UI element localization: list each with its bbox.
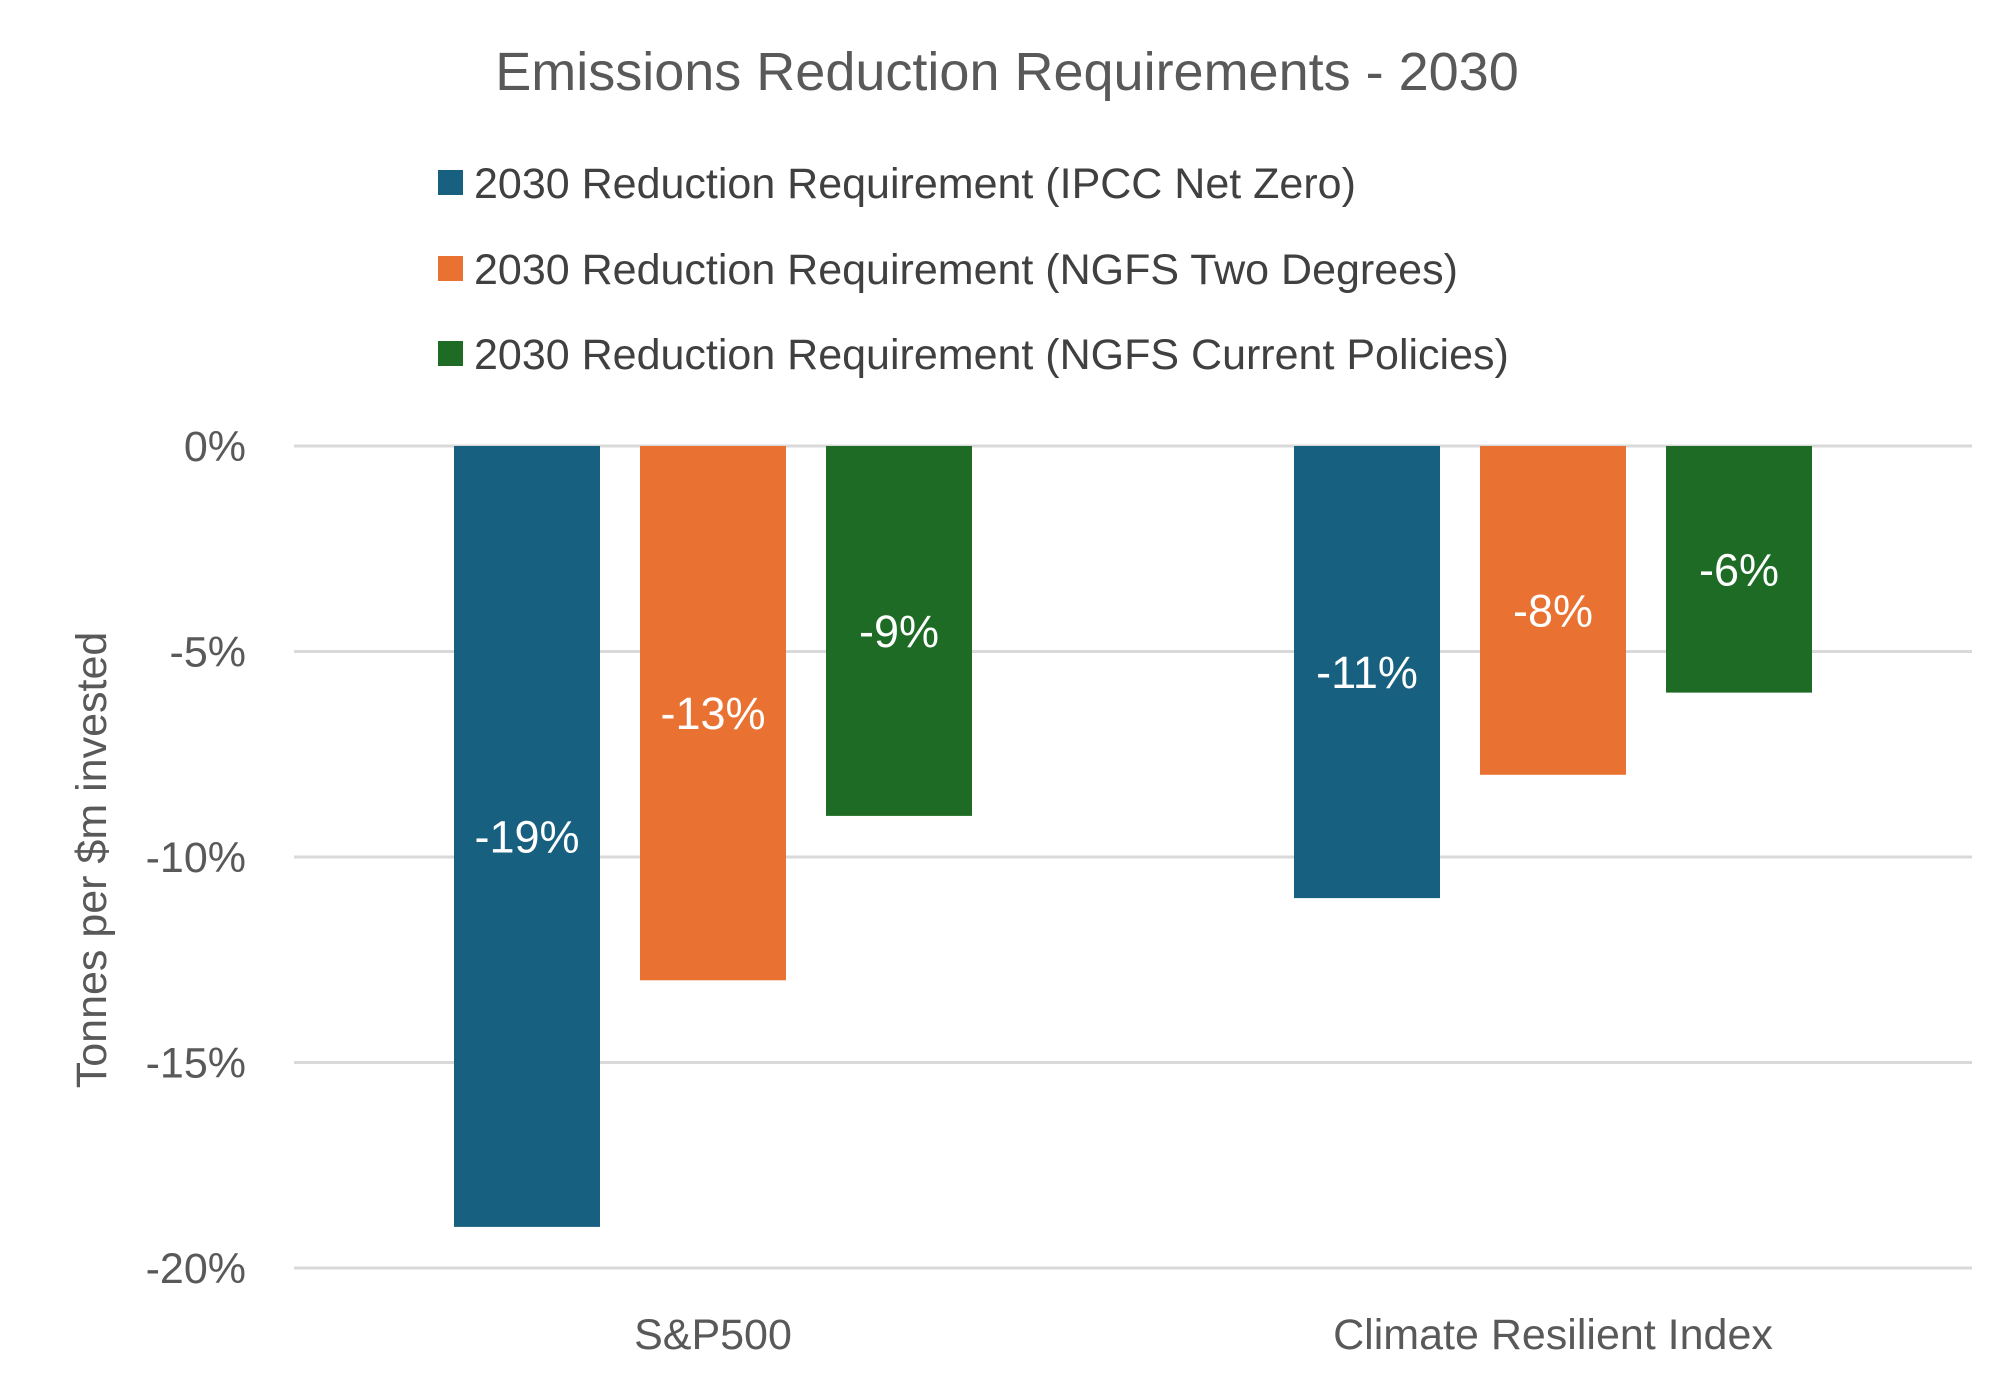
- data-labels: -19% -13% -9% -11% -8% -6%: [474, 544, 1779, 862]
- y-axis-ticks: 0% -5% -10% -15% -20%: [146, 423, 246, 1293]
- bar: [640, 446, 786, 981]
- x-axis-categories: S&P500 Climate Resilient Index: [634, 1311, 1773, 1359]
- data-label: -8%: [1513, 585, 1593, 636]
- bar: [1666, 446, 1812, 693]
- data-label: -19%: [474, 811, 579, 862]
- legend-label-ipcc-net-zero: 2030 Reduction Requirement (IPCC Net Zer…: [474, 160, 1356, 208]
- y-tick-label: 0%: [184, 423, 246, 471]
- data-label: -11%: [1316, 647, 1418, 698]
- legend-label-ngfs-two-degrees: 2030 Reduction Requirement (NGFS Two Deg…: [474, 246, 1458, 294]
- y-tick-label: -5%: [170, 629, 246, 677]
- bar: [826, 446, 972, 816]
- data-label: -9%: [859, 606, 939, 657]
- y-tick-label: -15%: [146, 1040, 246, 1088]
- y-tick-label: -20%: [146, 1245, 246, 1293]
- legend-swatch-ngfs-current-policies: [438, 341, 463, 366]
- chart-title: Emissions Reduction Requirements - 2030: [495, 42, 1519, 102]
- y-axis-label: Tonnes per $m invested: [68, 632, 116, 1089]
- legend: 2030 Reduction Requirement (IPCC Net Zer…: [438, 160, 1509, 379]
- bar: [1480, 446, 1626, 775]
- bar: [454, 446, 600, 1227]
- data-label: -6%: [1699, 544, 1779, 595]
- bar: [1294, 446, 1440, 899]
- data-label: -13%: [660, 688, 765, 739]
- legend-label-ngfs-current-policies: 2030 Reduction Requirement (NGFS Current…: [474, 331, 1509, 379]
- legend-swatch-ngfs-two-degrees: [438, 256, 463, 281]
- legend-swatch-ipcc-net-zero: [438, 170, 463, 195]
- y-tick-label: -10%: [146, 834, 246, 882]
- x-category-label: Climate Resilient Index: [1333, 1311, 1773, 1359]
- x-category-label: S&P500: [634, 1311, 792, 1359]
- bars: [454, 446, 1812, 1227]
